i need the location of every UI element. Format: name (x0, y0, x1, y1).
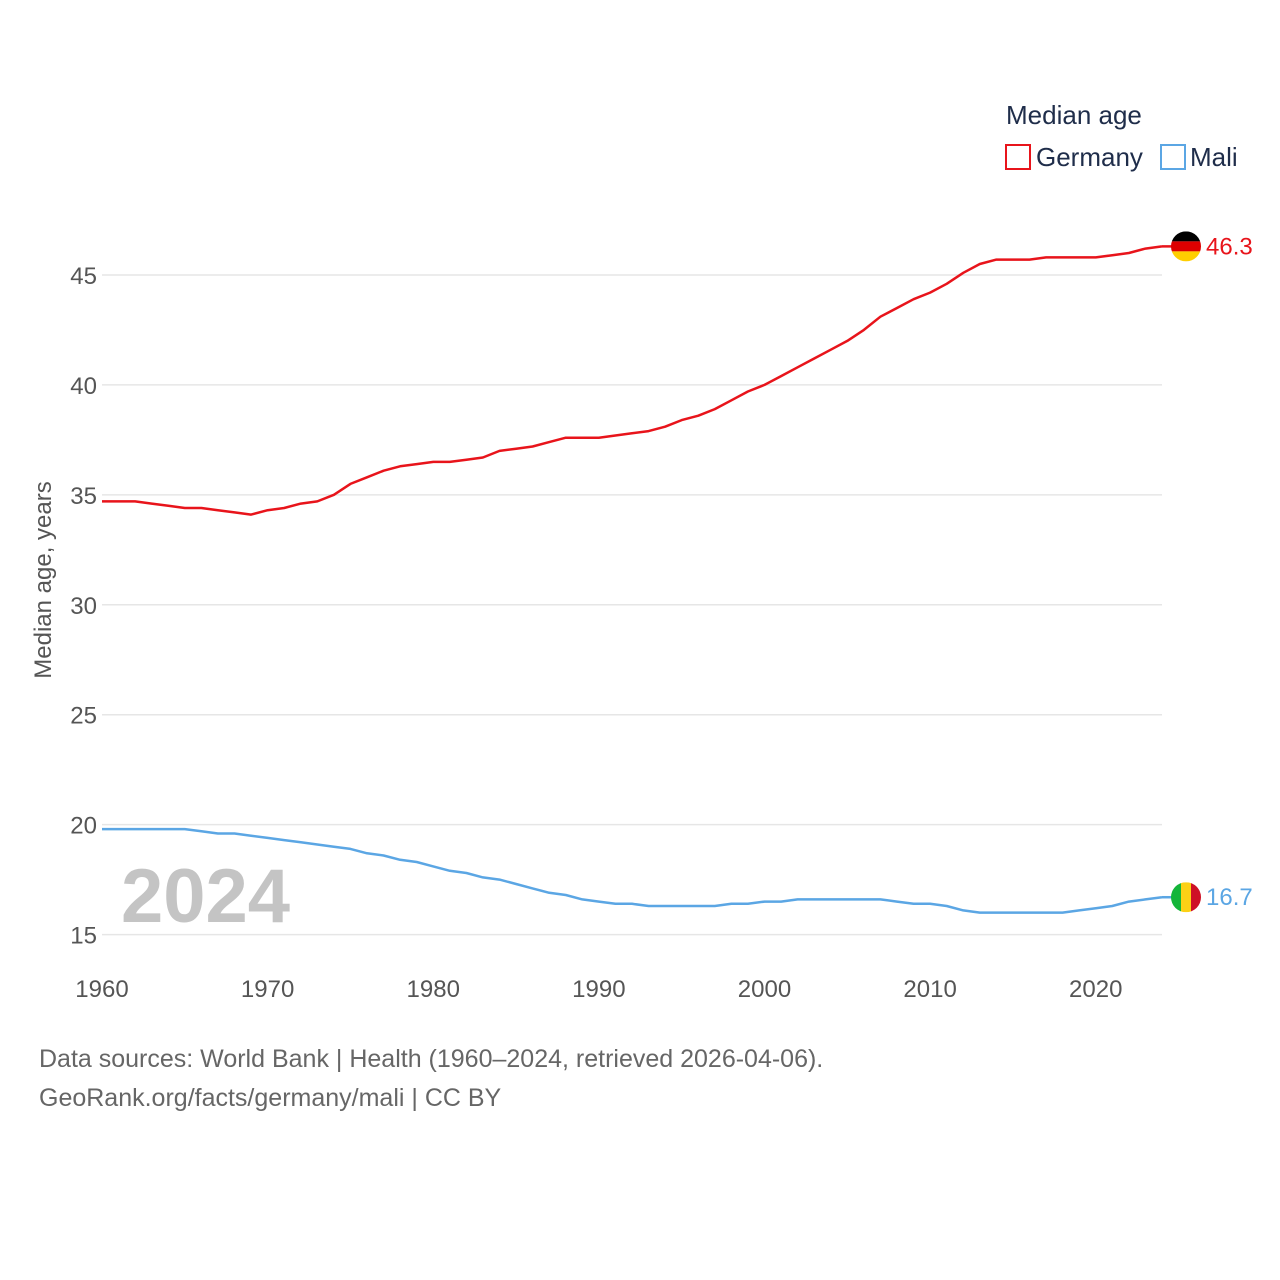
end-value-label-germany: 46.3 (1206, 233, 1253, 260)
y-tick-label-30: 30 (70, 593, 97, 620)
x-tick-label-1970: 1970 (241, 976, 294, 1003)
legend-swatch-mali (1160, 144, 1186, 170)
line-chart: 15 20 25 30 35 40 45 1960 1970 1980 1990 2000 2010 2… (30, 100, 1253, 1003)
legend-item-germany[interactable]: Germany (1005, 142, 1143, 172)
x-tick-label-1980: 1980 (407, 976, 460, 1003)
end-markers: 46.3 16.7 (1162, 231, 1253, 913)
y-axis-ticks: 15 20 25 30 35 40 45 (70, 263, 97, 950)
y-tick-label-45: 45 (70, 263, 97, 290)
legend-swatch-germany (1005, 144, 1031, 170)
legend: Median age Germany Mali (1005, 100, 1238, 172)
y-tick-label-15: 15 (70, 923, 97, 950)
x-tick-label-1990: 1990 (572, 976, 625, 1003)
y-tick-label-35: 35 (70, 483, 97, 510)
source-link[interactable]: GeoRank.org/facts/germany/mali | CC BY (39, 1084, 502, 1112)
y-tick-label-25: 25 (70, 703, 97, 730)
series-line-germany[interactable] (102, 245, 1163, 516)
germany-flag-icon (1171, 231, 1201, 262)
current-year-watermark: 2024 (121, 854, 290, 939)
mali-flag-icon (1171, 882, 1201, 913)
legend-item-mali[interactable]: Mali (1160, 142, 1238, 172)
y-tick-label-20: 20 (70, 813, 97, 840)
series-lines (102, 245, 1163, 914)
y-axis-label: Median age, years (30, 481, 57, 678)
series-line-mali[interactable] (102, 827, 1163, 914)
legend-label-germany: Germany (1036, 142, 1143, 172)
x-tick-label-1960: 1960 (75, 976, 128, 1003)
y-tick-label-40: 40 (70, 373, 97, 400)
source-note: Data sources: World Bank | Health (1960–… (39, 1045, 824, 1073)
x-tick-label-2020: 2020 (1069, 976, 1122, 1003)
x-tick-label-2000: 2000 (738, 976, 791, 1003)
end-value-label-mali: 16.7 (1206, 884, 1253, 911)
x-tick-label-2010: 2010 (903, 976, 956, 1003)
gridlines (102, 274, 1162, 936)
x-axis-ticks: 1960 1970 1980 1990 2000 2010 2020 (75, 976, 1122, 1003)
legend-label-mali: Mali (1190, 142, 1238, 172)
legend-title: Median age (1006, 100, 1142, 130)
